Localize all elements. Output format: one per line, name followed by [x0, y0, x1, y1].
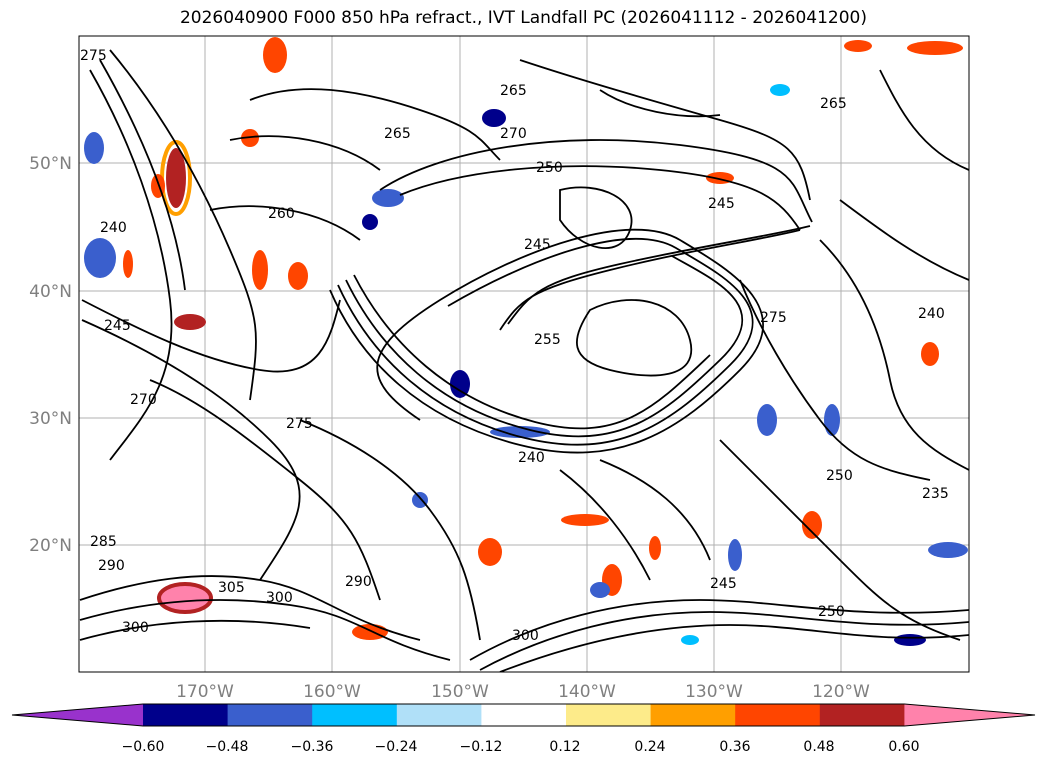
map-title: 2026040900 F000 850 hPa refract., IVT La…	[179, 8, 867, 28]
contour-label: 260	[268, 206, 295, 222]
longitude-labels: 170°W 160°W 150°W 140°W 130°W 120°W	[176, 682, 870, 702]
map-frame	[78, 35, 970, 673]
contour-label: 250	[536, 160, 563, 176]
colorbar-tick-label: 0.24	[634, 739, 665, 755]
colorbar-tick-label: −0.24	[375, 739, 418, 755]
colorbar-segment	[650, 704, 736, 726]
contour-label: 245	[104, 318, 131, 334]
lat-label: 30°N	[29, 409, 72, 429]
contour-label: 265	[500, 83, 527, 99]
colorbar	[11, 703, 1036, 727]
colorbar-segment	[735, 704, 821, 726]
contour-label: 240	[100, 220, 127, 236]
colorbar-tick-label: −0.60	[122, 739, 165, 755]
contour-label: 270	[130, 392, 157, 408]
contour-label: 290	[98, 558, 125, 574]
colorbar-tick-label: −0.12	[460, 739, 503, 755]
contour-label: 250	[826, 468, 853, 484]
lat-label: 40°N	[29, 282, 72, 302]
lon-label: 170°W	[176, 682, 234, 702]
refractivity-contours	[79, 49, 969, 672]
colorbar-tick-label: −0.48	[206, 739, 249, 755]
lat-label: 20°N	[29, 536, 72, 556]
latitude-labels: 50°N 40°N 30°N 20°N	[29, 154, 72, 556]
colorbar-segment	[819, 704, 905, 726]
colorbar-tick-label: 0.48	[803, 739, 834, 755]
colorbar-outline	[11, 703, 1036, 727]
contour-label: 265	[384, 126, 411, 142]
lon-label: 120°W	[812, 682, 870, 702]
lon-label: 160°W	[303, 682, 361, 702]
colorbar-tick-label: 0.12	[549, 739, 580, 755]
contour-label: 245	[708, 196, 735, 212]
contour-label: 285	[90, 534, 117, 550]
colorbar-segment	[566, 704, 652, 726]
colorbar-tick-label: −0.36	[291, 739, 334, 755]
contour-label: 240	[918, 306, 945, 322]
colorbar-segment	[312, 704, 398, 726]
colorbar-tick-label: 0.60	[888, 739, 919, 755]
ivt-shading	[84, 37, 968, 646]
contour-label: 270	[500, 126, 527, 142]
contour-label: 300	[512, 628, 539, 644]
colorbar-tick-label: 0.36	[719, 739, 750, 755]
lon-label: 130°W	[685, 682, 743, 702]
colorbar-segment	[481, 704, 567, 726]
contour-labels: 275 265 270 250 265 260 240 245 245 270 …	[80, 48, 949, 644]
colorbar-segment	[143, 704, 229, 726]
lat-label: 50°N	[29, 154, 72, 174]
contour-label: 255	[534, 332, 561, 348]
colorbar-extend-max	[904, 704, 1035, 726]
contour-label: 275	[80, 48, 107, 64]
contour-label: 305	[218, 580, 245, 596]
graticule	[79, 36, 969, 672]
contour-label: 275	[286, 416, 313, 432]
colorbar-segment	[396, 704, 482, 726]
contour-label: 300	[266, 590, 293, 606]
lon-label: 140°W	[558, 682, 616, 702]
map-plot-area: 275 265 270 250 265 260 240 245 245 270 …	[79, 36, 969, 672]
contour-label: 300	[122, 620, 149, 636]
contour-label: 250	[818, 604, 845, 620]
lon-label: 150°W	[431, 682, 489, 702]
colorbar-extend-min	[12, 704, 143, 726]
contour-label: 275	[760, 310, 787, 326]
colorbar-segment	[227, 704, 313, 726]
contour-label: 240	[518, 450, 545, 466]
contour-label: 245	[710, 576, 737, 592]
contour-label: 290	[345, 574, 372, 590]
contour-label: 235	[922, 486, 949, 502]
contour-label: 245	[524, 237, 551, 253]
contour-label: 265	[820, 96, 847, 112]
colorbar-ticks: −0.60 −0.48 −0.36 −0.24 −0.12 0.12 0.24 …	[122, 739, 920, 755]
